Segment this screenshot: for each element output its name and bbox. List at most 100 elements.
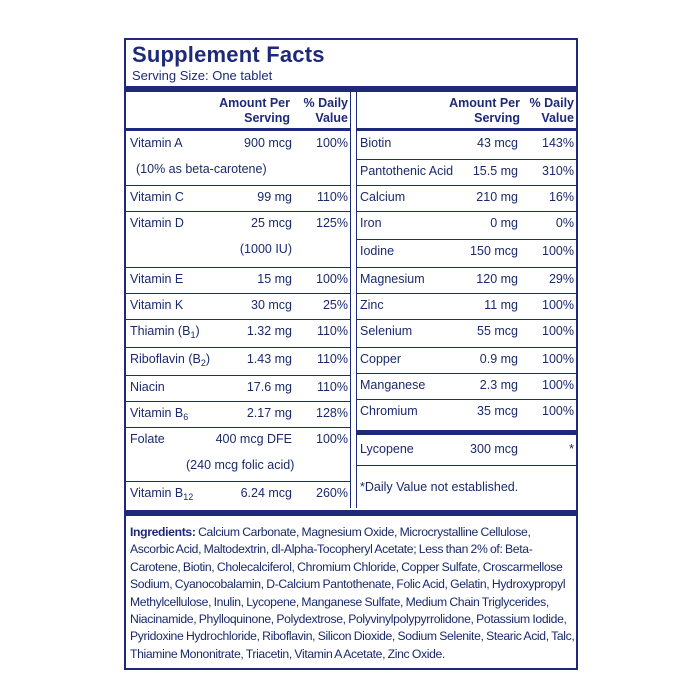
row-divider	[357, 239, 576, 240]
nutrient-daily-value: 310%	[542, 164, 574, 178]
panel-title: Supplement Facts	[132, 42, 325, 67]
nutrient-amount: 120 mg	[476, 272, 518, 286]
nutrient-amount: 55 mcg	[477, 324, 518, 338]
subscript: 6	[183, 412, 189, 422]
nutrient-daily-value: 100%	[542, 244, 574, 258]
nutrient-amount: 43 mcg	[477, 136, 518, 150]
nutrient-daily-value: 143%	[542, 136, 574, 150]
ingredients-text: Calcium Carbonate, Magnesium Oxide, Micr…	[130, 525, 575, 661]
nutrient-amount: 1.32 mg	[246, 324, 292, 338]
column-divider-right	[356, 90, 357, 508]
nutrient-name: Lycopene	[360, 442, 414, 456]
nutrient-amount: 15.5 mg	[472, 164, 518, 178]
supplement-facts-panel: Supplement Facts Serving Size: One table…	[124, 38, 578, 670]
ingredients-label: Ingredients:	[130, 525, 196, 539]
nutrient-name: Magnesium	[360, 272, 425, 286]
nutrient-daily-value: 100%	[316, 432, 348, 446]
left-header-rule	[126, 128, 350, 131]
nutrient-amount: 99 mg	[257, 190, 292, 204]
subscript: 12	[183, 492, 194, 502]
nutrient-daily-value: 260%	[316, 486, 348, 500]
row-divider	[357, 293, 576, 294]
right-amount-header: Amount Per Serving	[449, 96, 520, 125]
nutrient-name: (10% as beta-carotene)	[136, 162, 267, 176]
nutrient-name: Folate	[130, 432, 165, 446]
nutrient-amount: 400 mcg DFE	[215, 432, 292, 446]
nutrient-name: Biotin	[360, 136, 392, 150]
nutrient-daily-value: 100%	[316, 136, 348, 150]
nutrient-amount: 2.17 mg	[246, 406, 292, 420]
nutrient-daily-value: 100%	[542, 324, 574, 338]
nutrient-name: Vitamin E	[130, 272, 184, 286]
nutrient-amount: (240 mcg folic acid)	[186, 458, 295, 472]
nutrient-name: Vitamin C	[130, 190, 184, 204]
nutrient-name: Copper	[360, 352, 401, 366]
right-dv-header: % Daily Value	[529, 96, 574, 125]
lycopene-rule	[357, 430, 576, 435]
row-divider	[126, 347, 350, 348]
subscript: 1	[190, 330, 196, 340]
nutrient-amount: 0.9 mg	[479, 352, 518, 366]
nutrient-daily-value: 100%	[542, 352, 574, 366]
nutrient-amount: 30 mcg	[251, 298, 292, 312]
nutrient-name: Pantothenic Acid	[360, 164, 454, 178]
nutrient-name: Vitamin D	[130, 216, 184, 230]
row-divider	[126, 211, 350, 212]
nutrient-name: Niacin	[130, 380, 165, 394]
nutrient-daily-value: 128%	[316, 406, 348, 420]
row-divider	[357, 211, 576, 212]
nutrient-daily-value: 100%	[316, 272, 348, 286]
nutrient-name: Zinc	[360, 298, 384, 312]
nutrient-daily-value: 100%	[542, 378, 574, 392]
nutrient-amount: 2.3 mg	[479, 378, 518, 392]
nutrient-amount: 210 mg	[476, 190, 518, 204]
nutrient-amount: 35 mcg	[477, 404, 518, 418]
nutrient-name: Vitamin B12	[130, 486, 194, 502]
row-divider	[357, 319, 576, 320]
nutrient-name: Manganese	[360, 378, 426, 392]
row-divider	[357, 347, 576, 348]
left-amount-header: Amount Per Serving	[219, 96, 290, 125]
nutrient-daily-value: 110%	[316, 190, 348, 204]
row-divider	[126, 375, 350, 376]
row-divider	[126, 401, 350, 402]
nutrient-amount: 6.24 mcg	[240, 486, 292, 500]
row-divider	[357, 399, 576, 400]
nutrient-daily-value: 100%	[542, 298, 574, 312]
nutrient-name: Calcium	[360, 190, 406, 204]
row-divider	[126, 267, 350, 268]
row-divider	[126, 319, 350, 320]
row-divider	[357, 267, 576, 268]
nutrient-daily-value: 110%	[316, 324, 348, 338]
nutrient-daily-value: 29%	[548, 272, 574, 286]
nutrient-name: Riboflavin (B2)	[130, 352, 211, 368]
nutrient-name: Vitamin K	[130, 298, 184, 312]
nutrient-name: Iodine	[360, 244, 395, 258]
nutrient-daily-value: 0%	[555, 216, 574, 230]
serving-size: Serving Size: One tablet	[132, 68, 273, 83]
subscript: 2	[200, 358, 206, 368]
nutrient-daily-value: 110%	[316, 380, 348, 394]
nutrient-amount: 0 mg	[490, 216, 518, 230]
nutrient-amount: 1.43 mg	[246, 352, 292, 366]
nutrient-amount: 11 mg	[484, 298, 518, 312]
row-divider	[357, 159, 576, 160]
row-divider	[357, 465, 576, 466]
nutrient-daily-value: 110%	[316, 352, 348, 366]
nutrient-name: Thiamin (B1)	[130, 324, 200, 340]
nutrient-daily-value: 25%	[322, 298, 348, 312]
nutrient-daily-value: 100%	[542, 404, 574, 418]
nutrient-name: Vitamin A	[130, 136, 183, 150]
nutrient-amount: 17.6 mg	[246, 380, 292, 394]
row-divider	[357, 185, 576, 186]
nutrient-amount: (1000 IU)	[239, 242, 292, 256]
left-dv-header: % Daily Value	[303, 96, 348, 125]
nutrient-name: Chromium	[360, 404, 418, 418]
nutrient-name: Iron	[360, 216, 382, 230]
daily-value-footnote: *Daily Value not established.	[360, 480, 519, 494]
row-divider	[126, 185, 350, 186]
nutrient-amount: 900 mcg	[244, 136, 292, 150]
column-divider-left	[350, 90, 351, 508]
right-header-rule	[357, 128, 576, 131]
nutrient-amount: 25 mcg	[251, 216, 292, 230]
